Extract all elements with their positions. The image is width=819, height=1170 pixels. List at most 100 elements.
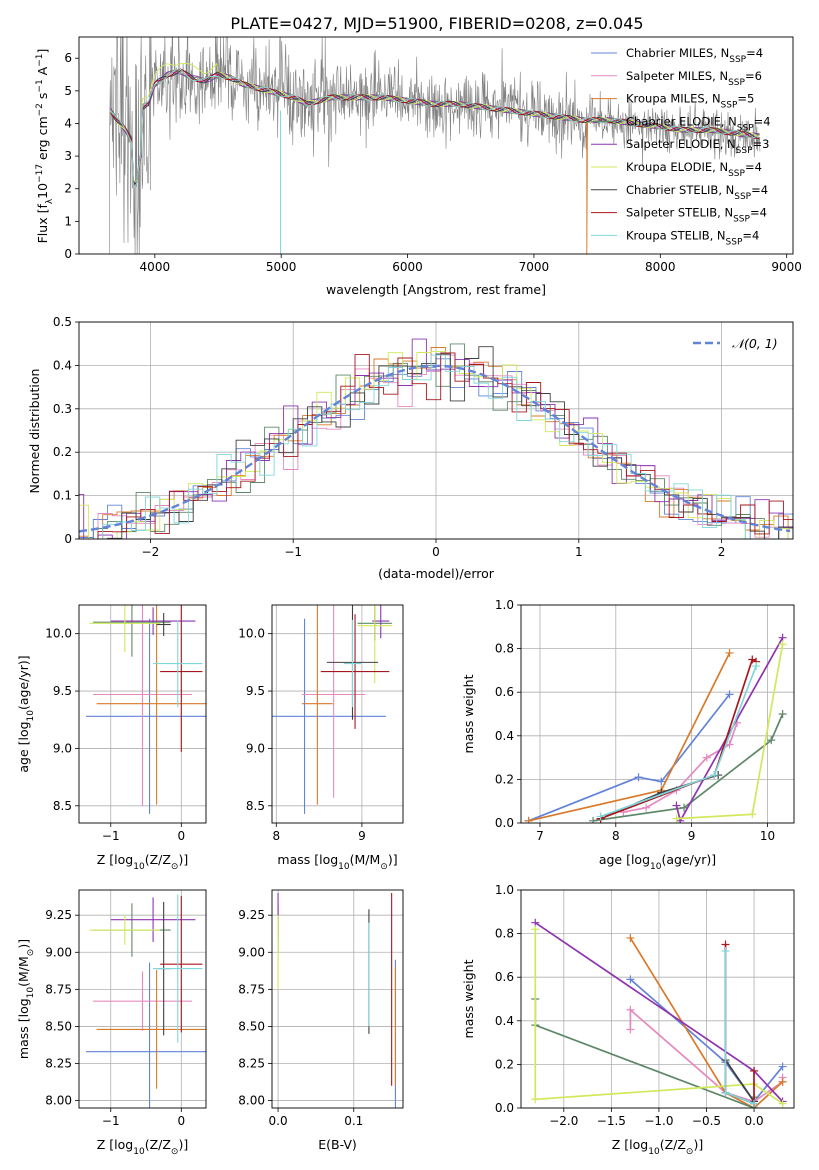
legend-entry: Kroupa ELODIE, NSSP=4 xyxy=(626,160,762,179)
y-tick-label: 0.4 xyxy=(53,358,72,372)
histogram-8 xyxy=(79,354,793,539)
x-tick-label: 1 xyxy=(575,545,583,559)
x-axis-label: E(B-V) xyxy=(318,1137,357,1152)
y-tick-label: 3 xyxy=(64,149,72,163)
legend: Chabrier MILES, NSSP=4 Salpeter MILES, NS… xyxy=(591,46,771,247)
weight-marker xyxy=(642,803,651,812)
weight-marker xyxy=(531,1095,540,1104)
y-tick-label: 10.0 xyxy=(45,627,72,641)
y-axis-label: age [log10(age/yr)] xyxy=(16,655,36,772)
legend-entry: Chabrier ELODIE, NSSP=4 xyxy=(626,114,771,133)
legend-entry: Chabrier MILES, NSSP=4 xyxy=(626,46,763,65)
weight-marker xyxy=(531,925,540,934)
y-tick-label: 9.25 xyxy=(45,908,72,922)
y-tick-label: 8.50 xyxy=(45,1019,72,1033)
weight-marker xyxy=(748,810,757,819)
weight-marker xyxy=(589,816,598,823)
y-axis-label: mass weight xyxy=(461,674,476,753)
weight-marker xyxy=(672,814,681,823)
normal-curve xyxy=(79,364,791,533)
y-tick-label: 0.4 xyxy=(495,1014,514,1028)
weight-marker xyxy=(725,690,734,699)
y-tick-label: 4 xyxy=(64,116,72,130)
weight-marker xyxy=(748,655,757,664)
y-tick-label: 9.25 xyxy=(238,908,265,922)
y-tick-label: 1.0 xyxy=(495,883,514,897)
x-tick-label: 7000 xyxy=(519,260,550,274)
panel-residuals: −2 −1 0 1 2 0 0.1 0.2 0.3 0.4 0.5 (data-model)/erro… xyxy=(27,315,794,581)
y-tick-label: 0.1 xyxy=(53,489,72,503)
y-tick-label: 9.00 xyxy=(45,945,72,959)
panel-mass-weight-vs-age: 7 8 9 10 0.0 0.2 0.4 0.6 0.8 1.0 age [log10(age/yr… xyxy=(461,598,795,872)
x-tick-label: 0.0 xyxy=(745,1114,764,1128)
y-tick-label: 0.3 xyxy=(53,402,72,416)
y-tick-label: 5 xyxy=(64,84,72,98)
y-tick-label: 9.00 xyxy=(238,945,265,959)
axes-frame xyxy=(271,604,404,824)
model-spectrum-7 xyxy=(110,68,760,187)
weight-marker xyxy=(750,1066,759,1075)
y-tick-label: 8.00 xyxy=(238,1094,265,1108)
x-tick-label: 2 xyxy=(718,545,726,559)
weight-marker xyxy=(778,1099,787,1108)
weight-marker xyxy=(721,1088,730,1097)
weight-marker xyxy=(702,753,711,762)
weight-marker xyxy=(672,801,681,810)
observed-spectrum xyxy=(109,37,761,254)
y-tick-label: 0 xyxy=(64,532,72,546)
weight-marker xyxy=(778,640,787,649)
weight-marker xyxy=(750,1099,759,1108)
y-tick-label: 0.8 xyxy=(495,927,514,941)
plot-area xyxy=(86,894,206,1108)
plot-area xyxy=(109,37,761,254)
y-tick-label: 0.8 xyxy=(495,642,514,656)
y-tick-label: 0 xyxy=(64,247,72,261)
y-tick-label: 9.0 xyxy=(53,741,72,755)
axes-frame xyxy=(271,889,404,1109)
y-tick-label: 8.25 xyxy=(45,1057,72,1071)
x-tick-label: −2 xyxy=(142,545,160,559)
weight-marker xyxy=(596,812,605,821)
y-tick-label: 8.00 xyxy=(45,1094,72,1108)
weight-line-6 xyxy=(724,1059,755,1102)
weight-marker xyxy=(626,1005,635,1014)
x-tick-label: −0.5 xyxy=(692,1114,721,1128)
weight-marker xyxy=(657,777,666,786)
legend-entry: 𝒩(0, 1) xyxy=(732,336,778,351)
x-axis-label: (data-model)/error xyxy=(378,566,495,581)
axes-frame xyxy=(520,604,795,824)
weight-marker xyxy=(725,648,734,657)
y-tick-label: 1.0 xyxy=(495,598,514,612)
y-tick-label: 10.0 xyxy=(238,627,265,641)
plot-area xyxy=(86,605,206,814)
histogram-7 xyxy=(79,352,793,539)
weight-line-3 xyxy=(592,713,784,822)
panel-age-vs-mass: 8 9 8.5 9.0 9.5 10.0 mass [log10(M/M⊙)] xyxy=(238,604,404,872)
x-tick-label: 10 xyxy=(760,829,775,843)
x-axis-label: age [log10(age/yr)] xyxy=(599,852,716,872)
y-tick-label: 9.5 xyxy=(246,684,265,698)
y-axis-label: Flux [fλ10−17 erg cm−2 s−1 A−1] xyxy=(35,49,55,244)
legend-entry: Kroupa STELIB, NSSP=4 xyxy=(626,228,759,247)
y-tick-label: 0.0 xyxy=(495,816,514,830)
x-tick-label: 0 xyxy=(432,545,440,559)
y-tick-label: 0.2 xyxy=(495,772,514,786)
legend-entry: Salpeter MILES, NSSP=6 xyxy=(626,69,762,88)
weight-line-2 xyxy=(629,937,784,1108)
x-tick-label: −1.5 xyxy=(597,1114,626,1128)
y-tick-label: 0.2 xyxy=(53,445,72,459)
axes-frame xyxy=(78,889,207,1109)
x-tick-label: 0 xyxy=(177,1114,185,1128)
x-tick-label: 9000 xyxy=(771,260,802,274)
x-tick-label: 6000 xyxy=(392,260,423,274)
weight-marker xyxy=(767,736,776,745)
weight-marker xyxy=(778,1062,787,1071)
x-tick-label: −1 xyxy=(102,829,120,843)
x-axis-label: Z [log10(Z/Z⊙)] xyxy=(97,852,188,872)
x-tick-label: 5000 xyxy=(266,260,297,274)
y-tick-label: 8.75 xyxy=(45,982,72,996)
x-tick-label: 8000 xyxy=(645,260,676,274)
weight-line-8 xyxy=(600,665,757,818)
y-tick-label: 8.25 xyxy=(238,1057,265,1071)
